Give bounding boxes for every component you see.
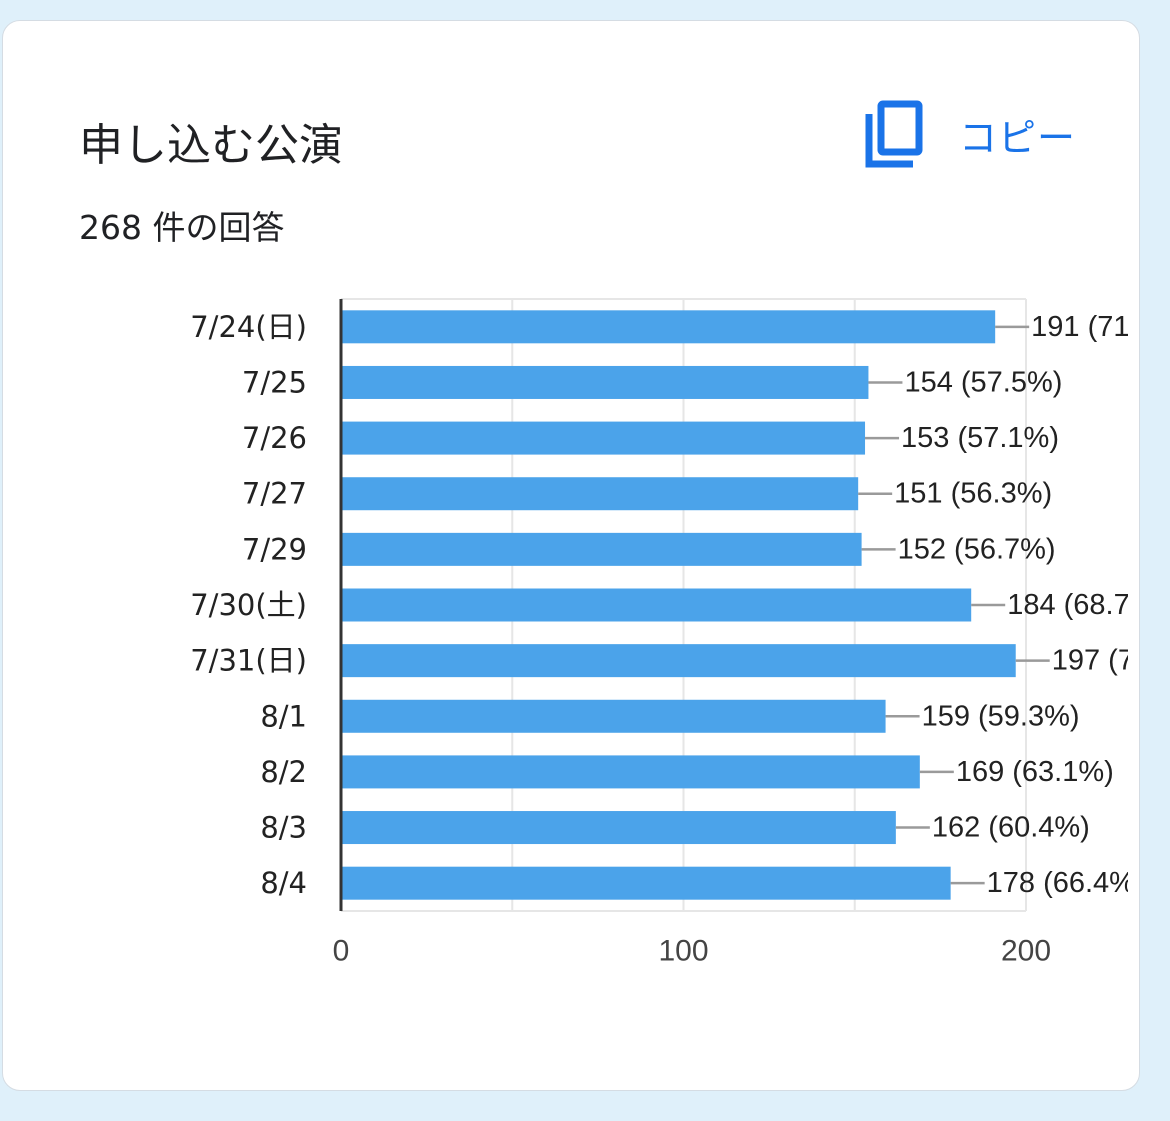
bar-chart-svg: 7/24(日) 7/25 7/26 7/27 7/29 7/30(土) 7/31(日) 8/1… [190,298,1135,968]
category-label-1: 7/25 [242,365,307,399]
data-label-0: 191 (71 [1031,311,1129,343]
x-tick-label-1: 100 [658,935,708,968]
category-label-7: 8/1 [260,699,307,733]
question-title: 申し込む公演 [79,120,343,171]
bar-4 [341,532,862,566]
bar-9 [341,811,896,845]
category-label-3: 7/27 [242,477,307,511]
category-label-10: 8/4 [260,866,307,900]
bar-1 [341,365,869,399]
data-label-6: 197 (7 [1052,645,1134,677]
bar-0 [341,310,996,344]
data-label-1: 154 (57.5%) [904,366,1062,398]
bar-6 [341,644,1016,678]
bar-3 [341,477,859,511]
copy-label: コピー [959,115,1077,160]
category-label-8: 8/2 [260,755,307,789]
category-label-0: 7/24(日) [190,310,307,344]
bar-10 [341,866,951,900]
data-label-5: 184 (68.7 [1007,589,1130,621]
x-tick-label-0: 0 [333,935,350,968]
responses-card: 申し込む公演 コピー 268 件の回答 7/24(日) 7/25 7/26 7/27 7… [2,20,1140,1091]
category-label-4: 7/29 [242,532,307,566]
data-label-3: 151 (56.3%) [894,478,1052,510]
x-tick-label-2: 200 [1001,935,1051,968]
category-label-5: 7/30(土) [190,588,307,622]
data-label-4: 152 (56.7%) [898,533,1056,565]
data-label-group: 191 (71 154 (57.5%) 153 (57.1%) 151 (56.3%)… [858,311,1135,899]
bar-5 [341,588,972,622]
data-label-7: 159 (59.3%) [922,700,1080,732]
category-label-9: 8/3 [260,811,307,845]
bar-8 [341,755,920,789]
data-label-10: 178 (66.4% [987,867,1135,899]
data-label-8: 169 (63.1%) [956,756,1114,788]
copy-icon [865,100,923,168]
category-label-6: 7/31(日) [190,644,307,678]
response-count: 268 件の回答 [79,208,285,247]
bar-chart: 7/24(日) 7/25 7/26 7/27 7/29 7/30(土) 7/31(日) 8/1… [3,21,1141,1092]
bar-2 [341,421,866,455]
data-label-2: 153 (57.1%) [901,422,1059,454]
data-label-9: 162 (60.4%) [932,812,1090,844]
bar-7 [341,699,886,733]
copy-button[interactable]: コピー [865,99,1095,169]
category-label-2: 7/26 [242,421,307,455]
